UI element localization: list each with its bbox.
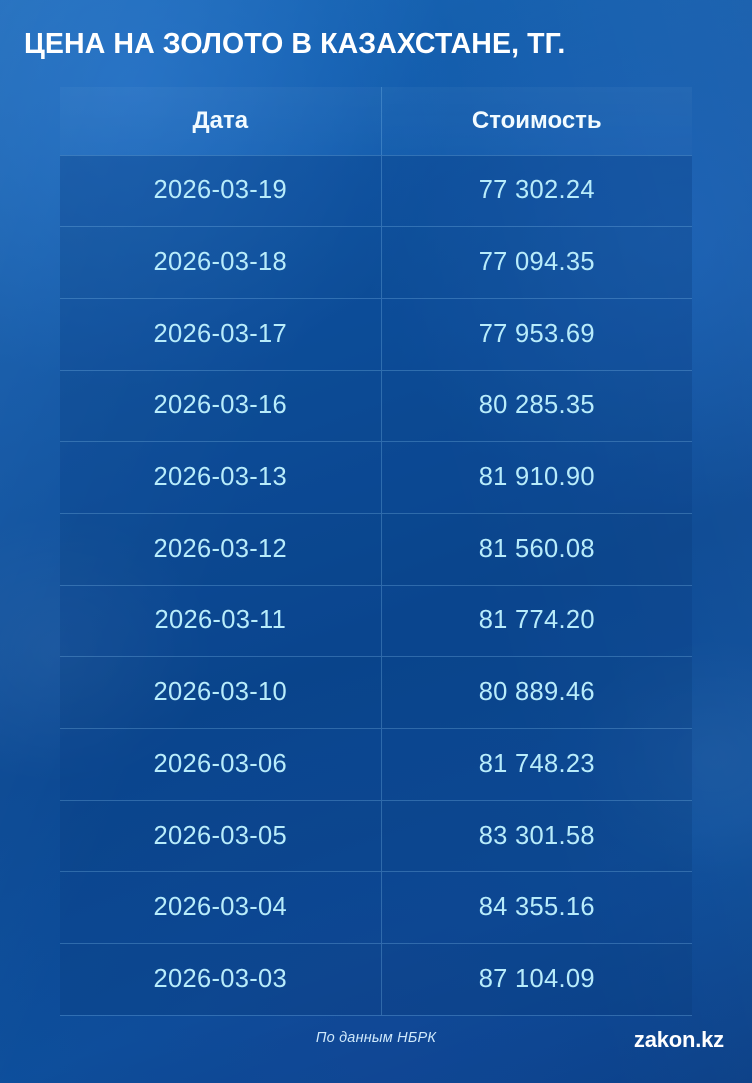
table-row: 2026-03-19 77 302.24 <box>60 154 692 227</box>
table-row: 2026-03-05 83 301.58 <box>60 799 692 872</box>
cell-date: 2026-03-13 <box>60 441 382 514</box>
cell-value: 81 774.20 <box>380 584 692 657</box>
cell-value: 80 889.46 <box>380 656 692 729</box>
cell-value: 83 301.58 <box>380 799 692 872</box>
table-row: 2026-03-13 81 910.90 <box>60 441 692 514</box>
table-row: 2026-03-03 87 104.09 <box>60 943 692 1016</box>
column-header-value: Стоимость <box>380 87 692 155</box>
cell-value: 81 560.08 <box>380 512 692 586</box>
cell-date: 2026-03-05 <box>60 799 382 872</box>
cell-date: 2026-03-10 <box>60 656 382 729</box>
cell-date: 2026-03-18 <box>60 226 382 299</box>
table-header-row: Дата Стоимость <box>60 87 692 155</box>
table-row: 2026-03-11 81 774.20 <box>60 584 692 657</box>
cell-value: 84 355.16 <box>380 871 692 944</box>
brand-logo: zakon.kz <box>633 1027 724 1052</box>
gold-price-table: Дата Стоимость 2026-03-19 77 302.24 2026… <box>60 87 692 1016</box>
cell-date: 2026-03-04 <box>60 871 382 944</box>
column-header-date: Дата <box>60 87 382 155</box>
table-body: 2026-03-19 77 302.24 2026-03-18 77 094.3… <box>60 154 692 1016</box>
cell-value: 81 910.90 <box>380 441 692 514</box>
table-row: 2026-03-06 81 748.23 <box>60 728 692 801</box>
cell-value: 77 953.69 <box>380 297 692 371</box>
cell-date: 2026-03-12 <box>60 512 382 586</box>
cell-date: 2026-03-16 <box>60 369 382 442</box>
table-row: 2026-03-10 80 889.46 <box>60 656 692 729</box>
table-header: Дата Стоимость <box>60 87 692 155</box>
cell-date: 2026-03-17 <box>60 297 382 371</box>
cell-date: 2026-03-06 <box>60 728 382 801</box>
cell-value: 81 748.23 <box>380 728 692 801</box>
cell-value: 80 285.35 <box>380 369 692 442</box>
table-row: 2026-03-17 77 953.69 <box>60 297 692 371</box>
table-row: 2026-03-12 81 560.08 <box>60 512 692 586</box>
cell-date: 2026-03-03 <box>60 943 382 1016</box>
table-row: 2026-03-18 77 094.35 <box>60 226 692 299</box>
page-title: ЦЕНА НА ЗОЛОТО В КАЗАХСТАНЕ, ТГ. <box>24 28 566 60</box>
cell-value: 87 104.09 <box>380 943 692 1016</box>
source-note: По данным НБРК <box>315 1030 437 1046</box>
cell-value: 77 094.35 <box>380 226 692 299</box>
cell-value: 77 302.24 <box>380 154 692 227</box>
table-row: 2026-03-04 84 355.16 <box>60 871 692 944</box>
cell-date: 2026-03-19 <box>60 154 382 227</box>
cell-date: 2026-03-11 <box>60 584 382 657</box>
table-row: 2026-03-16 80 285.35 <box>60 369 692 442</box>
